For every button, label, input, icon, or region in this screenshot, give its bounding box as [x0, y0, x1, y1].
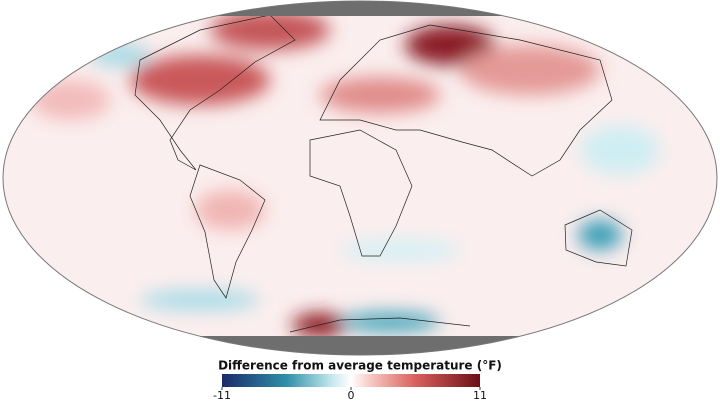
- africa: [309, 129, 413, 257]
- globe-outline: [2, 0, 718, 356]
- eurasia: [319, 24, 613, 177]
- australia: [564, 209, 633, 267]
- colorbar-tick-label: 0: [348, 389, 355, 402]
- colorbar-tick-label: 11: [473, 389, 487, 402]
- colorbar: [222, 374, 480, 387]
- map: [3, 1, 717, 355]
- legend-title: Difference from average temperature (°F): [218, 359, 502, 373]
- no-data-north: [3, 1, 717, 16]
- south-america: [189, 164, 266, 299]
- antarctica: [289, 317, 471, 333]
- north-america: [134, 14, 296, 171]
- anomaly-field: [30, 10, 660, 337]
- colorbar-tick-label: -11: [213, 389, 231, 402]
